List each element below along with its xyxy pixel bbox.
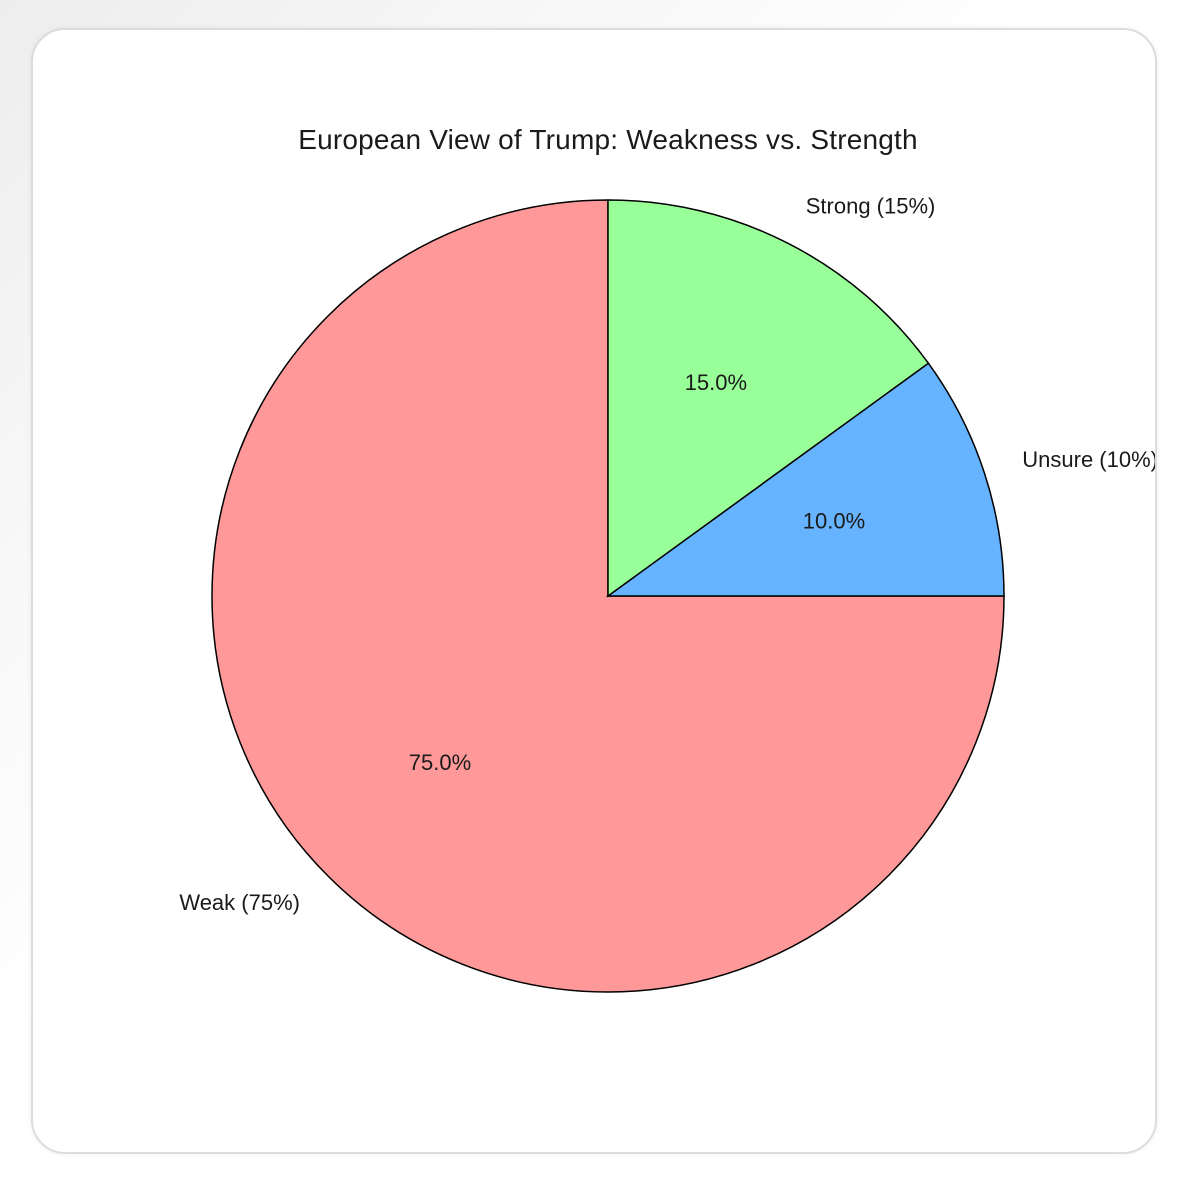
category-label-strong: Strong (15%) bbox=[806, 194, 936, 219]
pct-label-weak: 75.0% bbox=[409, 750, 471, 775]
pie-chart: 75.0% Weak (75%) 10.0% Unsure (10%) 15.0% Str… bbox=[179, 194, 1155, 993]
category-label-unsure: Unsure (10%) bbox=[1022, 447, 1155, 472]
pie-slice-unsure bbox=[605, 362, 1005, 597]
chart-title: European View of Trump: Weakness vs. Str… bbox=[298, 124, 918, 155]
pie-slice-weak bbox=[211, 199, 1005, 993]
category-label-weak: Weak (75%) bbox=[179, 890, 300, 915]
pct-label-strong: 15.0% bbox=[685, 370, 747, 395]
pct-label-unsure: 10.0% bbox=[803, 508, 865, 533]
chart-card: European View of Trump: Weakness vs. Str… bbox=[31, 28, 1157, 1154]
pie-slice-strong bbox=[607, 199, 930, 598]
